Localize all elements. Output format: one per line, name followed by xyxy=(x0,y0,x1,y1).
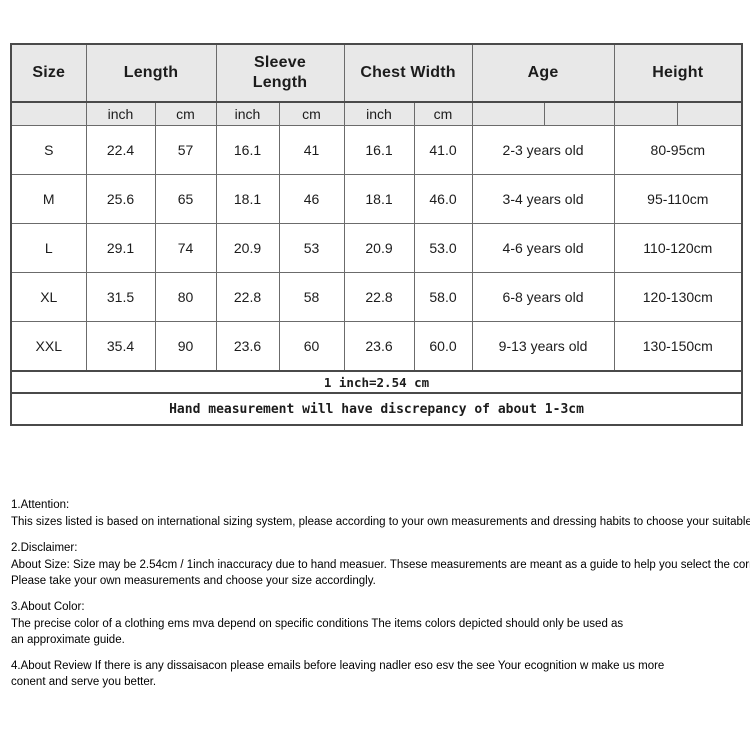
height-value: 80-95cm xyxy=(613,125,743,175)
size-label: XL xyxy=(10,272,87,322)
length-inch-value: 25.6 xyxy=(85,174,156,224)
unit-cell-empty xyxy=(676,101,743,126)
age-value: 6-8 years old xyxy=(471,272,615,322)
column-header-chest-width: Chest Width xyxy=(343,43,473,103)
chest-inch-value: 23.6 xyxy=(343,321,415,372)
height-value: 110-120cm xyxy=(613,223,743,273)
unit-sleeve-cm: cm xyxy=(278,101,345,126)
note-disclaimer-line: About Size: Size may be 2.54cm / 1inch i… xyxy=(11,559,750,571)
sleeve-cm-value: 46 xyxy=(278,174,345,224)
unit-cell-empty xyxy=(543,101,615,126)
note-about-color: 3.About Color: The precise color of a cl… xyxy=(11,599,750,648)
size-chart-table: Size Length Sleeve Length Chest Width Ag… xyxy=(10,43,744,426)
length-cm-value: 90 xyxy=(154,321,217,372)
length-cm-value: 80 xyxy=(154,272,217,322)
note-attention-heading: 1.Attention: xyxy=(11,499,70,511)
table-header-row: Size Length Sleeve Length Chest Width Ag… xyxy=(10,43,743,103)
unit-length-inch: inch xyxy=(85,101,156,126)
size-row-s: S 22.4 57 16.1 41 16.1 41.0 2-3 years ol… xyxy=(10,125,743,175)
chest-inch-value: 20.9 xyxy=(343,223,415,273)
age-value: 2-3 years old xyxy=(471,125,615,175)
note-about-review-line: 4.About Review If there is any dissaisac… xyxy=(11,660,665,672)
height-value: 95-110cm xyxy=(613,174,743,224)
size-label: M xyxy=(10,174,87,224)
height-value: 130-150cm xyxy=(613,321,743,372)
length-cm-value: 57 xyxy=(154,125,217,175)
age-value: 3-4 years old xyxy=(471,174,615,224)
chest-cm-value: 46.0 xyxy=(413,174,473,224)
size-row-m: M 25.6 65 18.1 46 18.1 46.0 3-4 years ol… xyxy=(10,174,743,224)
chest-inch-value: 16.1 xyxy=(343,125,415,175)
unit-length-cm: cm xyxy=(154,101,217,126)
chest-cm-value: 60.0 xyxy=(413,321,473,372)
column-header-sleeve-length: Sleeve Length xyxy=(215,43,345,103)
unit-cell-empty xyxy=(10,101,87,126)
age-value: 9-13 years old xyxy=(471,321,615,372)
size-row-xxl: XXL 35.4 90 23.6 60 23.6 60.0 9-13 years… xyxy=(10,321,743,372)
sleeve-length-label: Sleeve Length xyxy=(252,54,308,91)
sleeve-inch-value: 23.6 xyxy=(215,321,280,372)
chest-cm-value: 58.0 xyxy=(413,272,473,322)
inch-conversion-note: 1 inch=2.54 cm xyxy=(10,370,743,394)
sleeve-inch-value: 22.8 xyxy=(215,272,280,322)
unit-sleeve-inch: inch xyxy=(215,101,280,126)
notes-block: 1.Attention: This sizes listed is based … xyxy=(11,497,750,700)
size-label: L xyxy=(10,223,87,273)
sleeve-inch-value: 16.1 xyxy=(215,125,280,175)
chest-cm-value: 41.0 xyxy=(413,125,473,175)
size-label: XXL xyxy=(10,321,87,372)
column-header-height: Height xyxy=(613,43,743,103)
sleeve-cm-value: 58 xyxy=(278,272,345,322)
note-disclaimer-line: Please take your own measurements and ch… xyxy=(11,575,376,587)
column-header-size: Size xyxy=(10,43,87,103)
sleeve-cm-value: 41 xyxy=(278,125,345,175)
note-about-review-line: conent and serve you better. xyxy=(11,676,157,688)
length-inch-value: 35.4 xyxy=(85,321,156,372)
size-row-l: L 29.1 74 20.9 53 20.9 53.0 4-6 years ol… xyxy=(10,223,743,273)
note-about-color-line: an approximate guide. xyxy=(11,634,125,646)
age-value: 4-6 years old xyxy=(471,223,615,273)
length-inch-value: 22.4 xyxy=(85,125,156,175)
length-inch-value: 29.1 xyxy=(85,223,156,273)
footnote-discrepancy-row: Hand measurement will have discrepancy o… xyxy=(10,392,743,426)
note-about-color-heading: 3.About Color: xyxy=(11,601,85,613)
length-cm-value: 74 xyxy=(154,223,217,273)
note-about-review: 4.About Review If there is any dissaisac… xyxy=(11,658,750,690)
size-label: S xyxy=(10,125,87,175)
note-disclaimer-heading: 2.Disclaimer: xyxy=(11,542,78,554)
note-about-color-line: The precise color of a clothing ems mva … xyxy=(11,618,624,630)
length-cm-value: 65 xyxy=(154,174,217,224)
chest-inch-value: 22.8 xyxy=(343,272,415,322)
sleeve-inch-value: 18.1 xyxy=(215,174,280,224)
sleeve-cm-value: 53 xyxy=(278,223,345,273)
size-row-xl: XL 31.5 80 22.8 58 22.8 58.0 6-8 years o… xyxy=(10,272,743,322)
chest-inch-value: 18.1 xyxy=(343,174,415,224)
chest-cm-value: 53.0 xyxy=(413,223,473,273)
note-disclaimer: 2.Disclaimer: About Size: Size may be 2.… xyxy=(11,540,750,589)
length-inch-value: 31.5 xyxy=(85,272,156,322)
measurement-discrepancy-note: Hand measurement will have discrepancy o… xyxy=(10,392,743,426)
sleeve-cm-value: 60 xyxy=(278,321,345,372)
column-header-age: Age xyxy=(471,43,615,103)
height-value: 120-130cm xyxy=(613,272,743,322)
footnote-conversion-row: 1 inch=2.54 cm xyxy=(10,370,743,394)
note-attention-line: This sizes listed is based on internatio… xyxy=(11,516,750,528)
unit-cell-empty xyxy=(471,101,545,126)
column-header-length: Length xyxy=(85,43,217,103)
table-unit-row: inch cm inch cm inch cm xyxy=(10,101,743,126)
unit-chest-inch: inch xyxy=(343,101,415,126)
unit-cell-empty xyxy=(613,101,678,126)
note-attention: 1.Attention: This sizes listed is based … xyxy=(11,497,750,530)
unit-chest-cm: cm xyxy=(413,101,473,126)
sleeve-inch-value: 20.9 xyxy=(215,223,280,273)
